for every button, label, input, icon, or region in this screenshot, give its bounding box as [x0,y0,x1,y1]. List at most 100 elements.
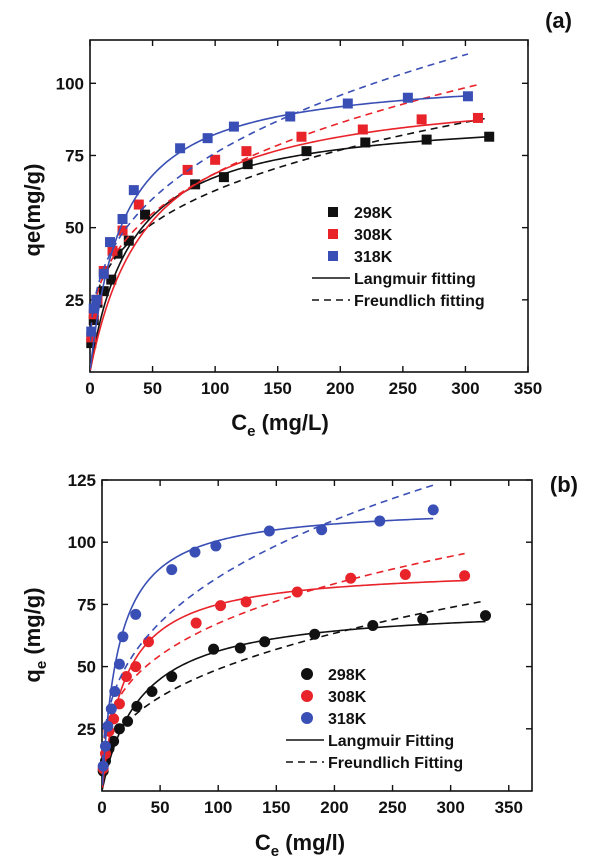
langmuir-curve [90,135,490,370]
data-point [142,636,154,648]
data-point [113,658,125,670]
legend-item: 298K [301,667,367,684]
x-tick-label: 100 [201,379,229,398]
data-point [122,715,134,727]
legend-marker [328,251,338,261]
legend-label: Freundlich Fitting [328,755,463,772]
langmuir-curve [90,119,479,371]
data-point [120,671,132,683]
freundlich-curve [102,552,465,763]
x-tick-label: 250 [378,798,406,817]
x-axis-label: Ce (mg/L) [231,410,329,440]
data-point [345,572,357,584]
y-tick-label: 125 [68,471,96,490]
legend-item: 298K [328,205,393,222]
langmuir-curve [90,95,468,369]
y-axis-label: qe (mg/g) [20,587,50,682]
data-point [117,225,128,236]
data-point [472,112,483,123]
data-point [105,703,117,715]
data-point [112,248,123,259]
data-point [402,92,413,103]
data-point [259,636,271,648]
data-point [360,137,371,148]
y-tick-label: 100 [68,533,96,552]
legend-item: Freundlich Fitting [286,755,463,772]
data-point [215,600,227,612]
data-point [86,338,97,349]
y-axis-label: qe(mg/g) [20,164,45,257]
x-tick-label: 350 [514,379,542,398]
legend-marker [301,712,313,724]
legend-item: Langmuir fitting [312,271,476,288]
x-tick-label: 0 [85,379,94,398]
data-point [357,124,368,135]
data-point [374,515,386,527]
data-point [130,661,142,673]
data-point [108,735,120,747]
x-tick-label: 50 [143,379,162,398]
data-point [106,274,117,285]
y-tick-label: 75 [77,595,96,614]
freundlich-curve [90,53,469,342]
data-point [218,172,229,183]
data-point [109,685,121,697]
x-tick-label: 250 [389,379,417,398]
y-tick-label: 25 [77,720,96,739]
data-point [263,525,275,537]
freundlich-curve [90,116,490,339]
data-point [166,671,178,683]
data-point [88,303,99,314]
data-point [105,237,116,248]
legend-marker [328,207,338,217]
data-point [427,504,439,516]
legend-marker [301,668,313,680]
data-point [102,720,114,732]
data-point [242,159,253,170]
x-tick-label: 150 [262,798,290,817]
data-point [421,134,432,145]
y-tick-label: 100 [56,74,84,93]
data-point [291,586,303,598]
y-tick-label: 75 [65,146,84,165]
data-point [228,121,239,132]
data-point [367,620,379,632]
data-point [140,209,151,220]
data-point [86,326,97,337]
legend-marker [301,690,313,702]
x-tick-label: 300 [436,798,464,817]
data-point [97,760,109,772]
data-point [113,723,125,735]
data-point [166,564,178,576]
legend-item: 318K [301,711,367,728]
legend-item: Langmuir Fitting [286,733,454,750]
x-axis-label: Ce (mg/l) [255,830,345,860]
x-tick-label: 350 [495,798,523,817]
data-point [309,628,321,640]
data-point [113,698,125,710]
panel-b: 0 50 100 150 200 250 300 350 25 50 75 100 125 Ce (mg/… [20,471,578,860]
panel-label: (b) [550,472,578,497]
data-point [133,199,144,210]
legend-label: Langmuir Fitting [328,733,454,750]
data-point [240,596,252,608]
freundlich-curve [90,83,479,343]
data-point [416,114,427,125]
plot-frame [101,479,533,792]
data-point [146,685,158,697]
data-point [462,91,473,102]
x-tick-label: 200 [320,798,348,817]
data-point [296,131,307,142]
legend-item: Freundlich fitting [312,293,485,310]
y-tick-label: 25 [65,291,84,310]
plot-frame [89,39,529,373]
data-point [484,131,495,142]
legend-label: 308K [328,689,367,706]
x-tick-label: 50 [151,798,170,817]
y-tick-label: 50 [65,219,84,238]
panel-label: (a) [545,8,572,33]
data-point [480,610,492,622]
data-point [399,569,411,581]
data-point [98,268,109,279]
data-point [91,294,102,305]
